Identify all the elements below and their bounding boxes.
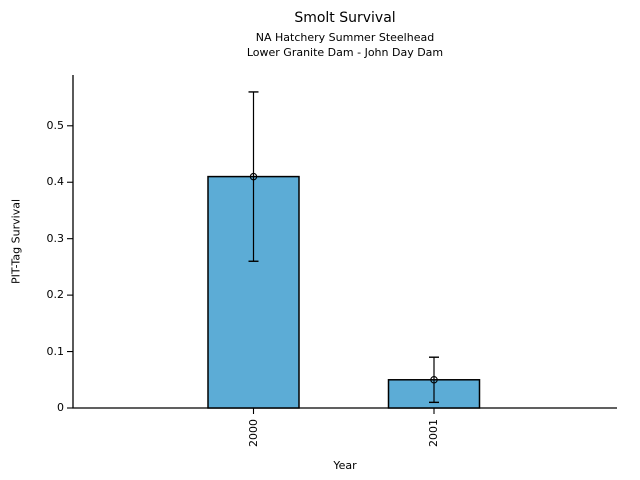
marker-circle	[249, 172, 258, 181]
y-tick-label: 0.4	[46, 175, 65, 189]
x-axis-label: Year	[333, 459, 357, 472]
y-tick-label: 0.2	[46, 288, 65, 302]
y-tick-label: 0.5	[46, 118, 65, 132]
y-tick-label: 0	[57, 401, 64, 414]
marker-circle	[430, 376, 438, 384]
chart-subtitle-line1: NA Hatchery Summer Steelhead	[255, 31, 435, 44]
x-tick-label: 2000	[246, 419, 260, 447]
y-tick-label: 0.1	[46, 344, 65, 358]
chart-title: Smolt Survival	[294, 10, 396, 26]
x-tick-label: 2001	[427, 419, 440, 447]
y-tick-label: 0.3	[46, 231, 65, 245]
chart-subtitle-line2: Lower Granite Dam - John Day Dam	[246, 46, 444, 59]
